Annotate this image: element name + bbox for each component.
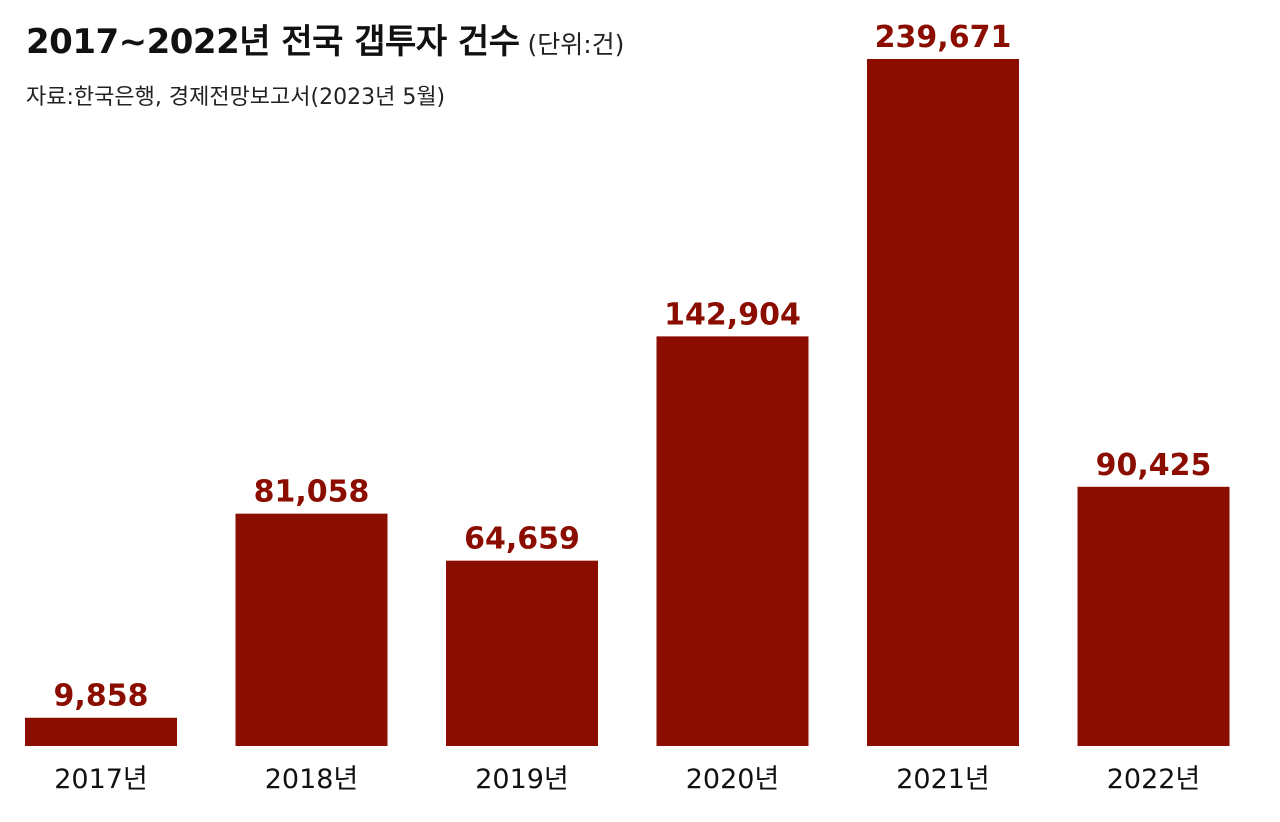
bars-group	[25, 59, 1230, 746]
category-label-2: 2018년	[265, 764, 359, 795]
value-label-3: 64,659	[464, 522, 580, 557]
title-line: 2017~2022년 전국 갭투자 건수 (단위:건)	[26, 14, 826, 63]
category-labels-group: 2017년 2018년 2019년 2020년 2021년 2022년	[54, 764, 1200, 795]
category-label-6: 2022년	[1107, 764, 1201, 795]
source-label: 자료:한국은행, 경제전망보고서(2023년 5월)	[26, 85, 446, 110]
value-label-4: 142,904	[664, 297, 801, 332]
value-label-6: 90,425	[1096, 448, 1212, 483]
chart-title: 2017~2022년 전국 갭투자 건수	[26, 22, 520, 62]
category-label-5: 2021년	[896, 764, 990, 795]
bar-3	[446, 560, 598, 746]
value-label-1: 9,858	[54, 679, 149, 714]
bar-1	[25, 717, 177, 746]
value-label-5: 239,671	[875, 20, 1012, 55]
category-label-1: 2017년	[54, 764, 148, 795]
unit-label: (단위:건)	[527, 30, 625, 59]
value-labels-group: 9,858 81,058 64,659 142,904 239,671 90,425	[54, 20, 1212, 714]
bar-2	[235, 513, 388, 746]
bar-4	[656, 336, 809, 746]
value-label-2: 81,058	[254, 475, 370, 510]
category-label-3: 2019년	[475, 764, 569, 795]
category-label-4: 2020년	[686, 764, 780, 795]
chart-header: 2017~2022년 전국 갭투자 건수 (단위:건) 자료:한국은행, 경제전망…	[26, 14, 826, 111]
bar-6	[1077, 486, 1230, 746]
bar-5	[867, 59, 1019, 746]
